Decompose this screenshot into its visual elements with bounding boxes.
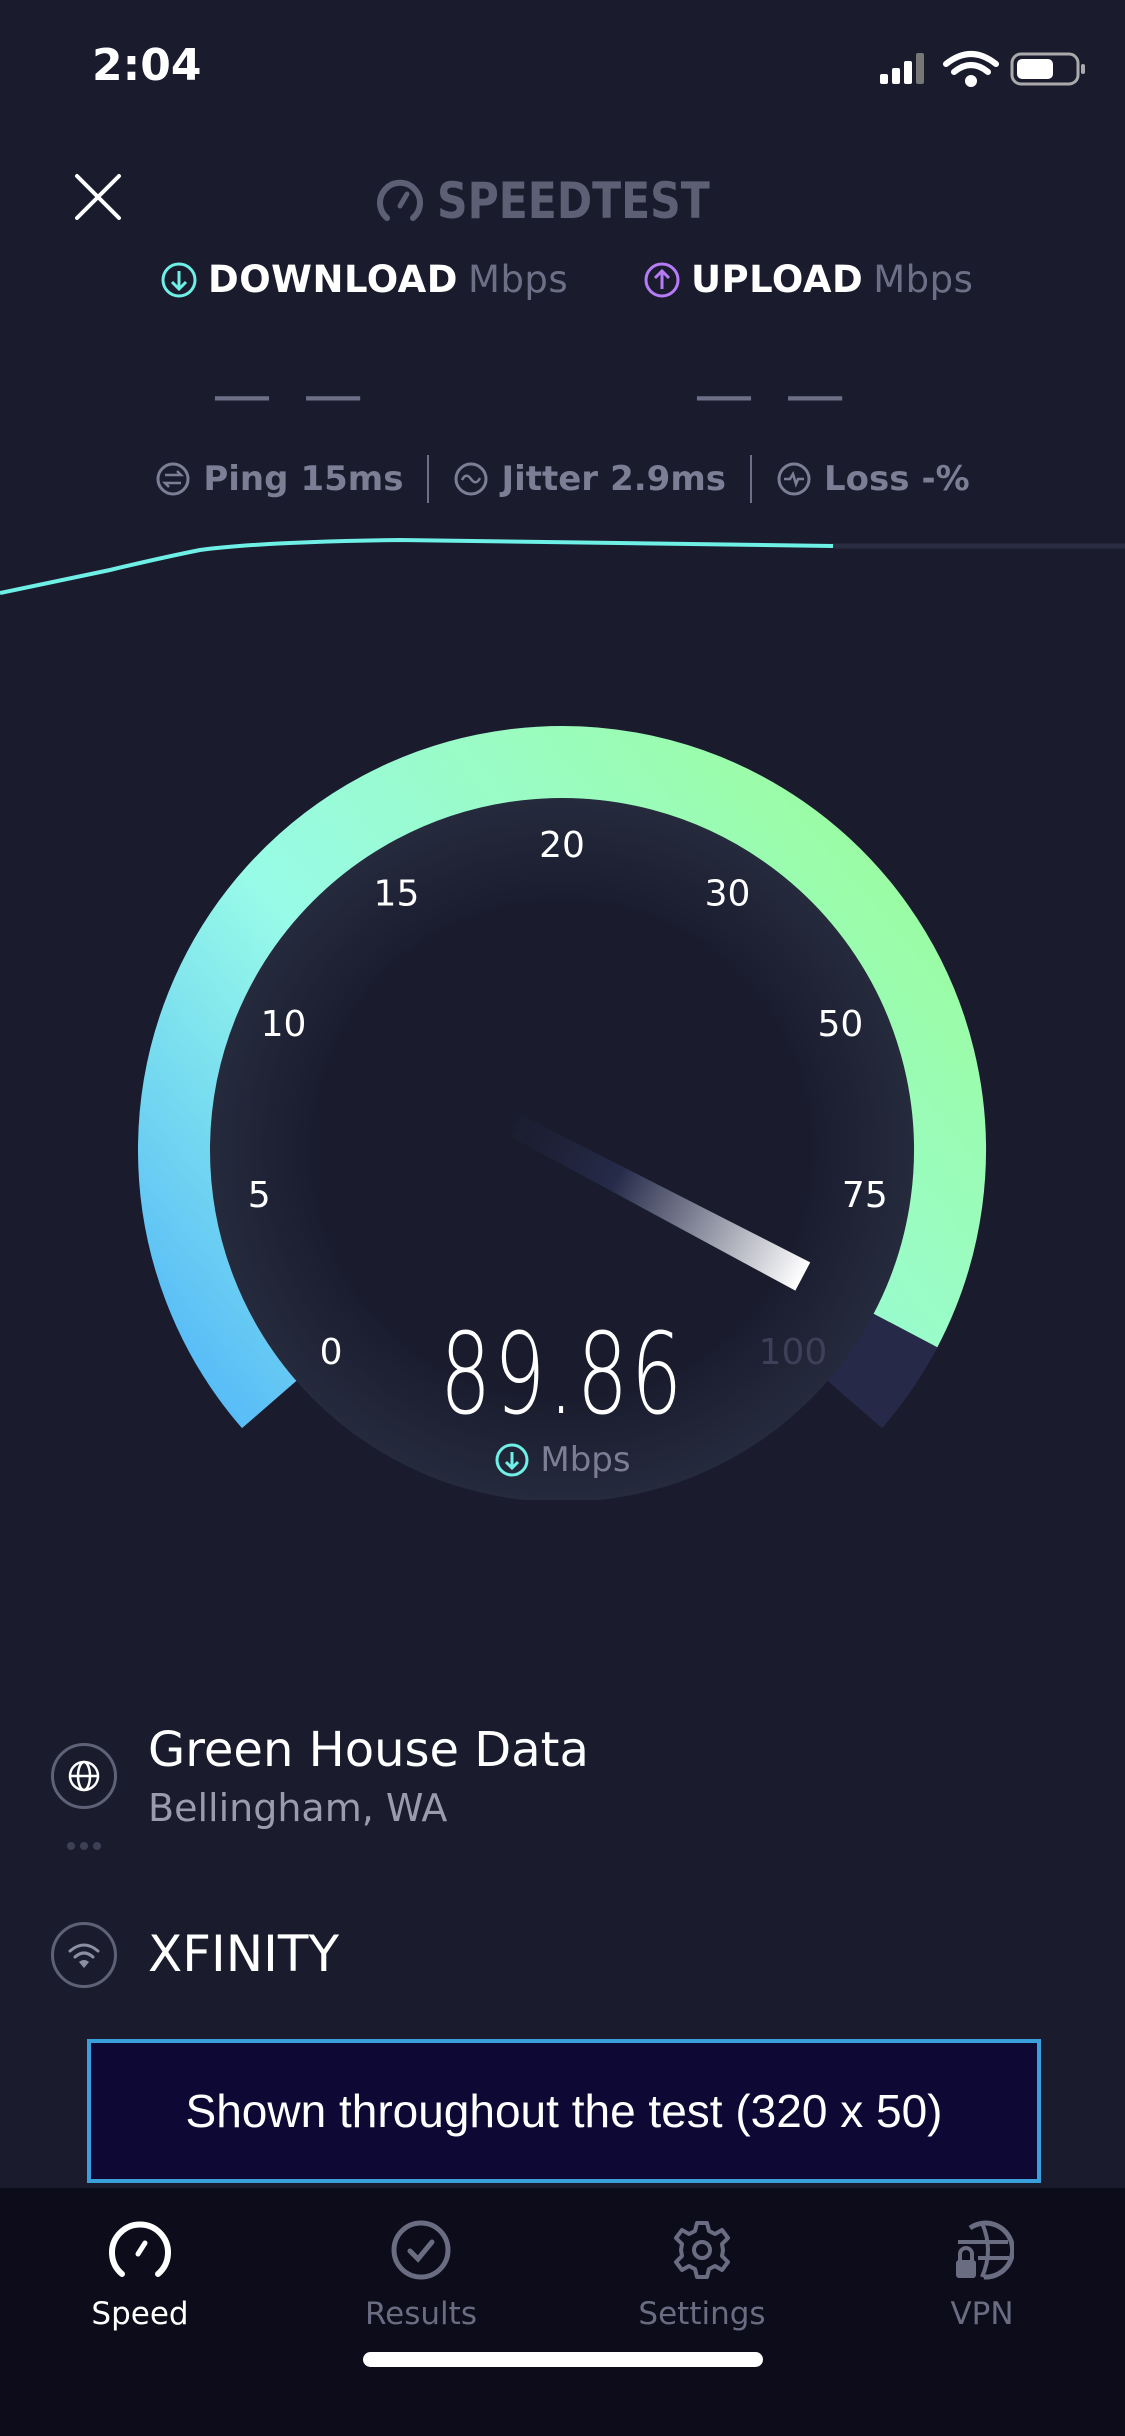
- isp-button[interactable]: [51, 1922, 117, 1988]
- check-circle-icon: [391, 2220, 451, 2280]
- speed-gauge: 0 5 10 15 20 30 50 75 100: [138, 726, 986, 1500]
- gauge-tick-label: 20: [539, 825, 585, 866]
- home-indicator[interactable]: [363, 2352, 763, 2367]
- upload-arrow-icon: [644, 262, 680, 297]
- server-globe-button[interactable]: [51, 1743, 117, 1809]
- speedometer-logo-icon: [377, 179, 423, 221]
- download-value: — —: [212, 360, 370, 430]
- status-icons: [880, 51, 1085, 87]
- globe-lock-icon: [956, 2220, 1014, 2280]
- battery-icon: [1010, 52, 1085, 86]
- speed-graph: [0, 537, 1125, 595]
- download-header: DOWNLOAD Mbps: [160, 258, 568, 301]
- tab-bar: Speed Results Settings VPN: [0, 2188, 1125, 2436]
- gauge-tick-label: 10: [261, 1004, 307, 1045]
- isp-name: XFINITY: [148, 1925, 339, 1983]
- gauge-tick-label: 75: [842, 1175, 888, 1216]
- gear-icon: [674, 2221, 730, 2279]
- close-icon[interactable]: [74, 173, 122, 221]
- server-location: Bellingham, WA: [148, 1786, 448, 1830]
- gauge-tick-label: 30: [705, 874, 751, 915]
- tab-speed[interactable]: Speed: [30, 2218, 250, 2332]
- more-dots-icon: [67, 1842, 101, 1850]
- tab-settings[interactable]: Settings: [592, 2218, 812, 2332]
- loss-metric: Loss -%: [752, 459, 994, 499]
- jitter-metric: Jitter 2.9ms: [429, 459, 750, 499]
- download-arrow-icon: [161, 262, 197, 297]
- ping-icon: [156, 462, 190, 496]
- download-arrow-icon: [495, 1443, 529, 1477]
- gauge-tick-label: 50: [818, 1004, 864, 1045]
- wifi-icon: [68, 1943, 100, 1968]
- status-time: 2:04: [92, 40, 202, 91]
- ping-metric: Ping 15ms: [131, 459, 427, 499]
- gauge-tick-label: 100: [759, 1332, 828, 1373]
- gauge-tick-label: 0: [320, 1332, 343, 1373]
- speed-unit: Mbps: [0, 1440, 1125, 1480]
- current-speed: 89.86: [439, 1310, 686, 1440]
- graph-line: [0, 537, 834, 595]
- wifi-icon: [943, 51, 999, 87]
- speedtest-logo: SPEEDTEST: [375, 172, 758, 230]
- jitter-icon: [454, 462, 488, 496]
- loss-icon: [777, 462, 811, 496]
- upload-header: UPLOAD Mbps: [643, 258, 973, 301]
- gauge-tick-label: 15: [374, 874, 420, 915]
- tab-results[interactable]: Results: [311, 2218, 531, 2332]
- gauge-arc-progress: [138, 726, 986, 1429]
- speedometer-icon: [109, 2221, 171, 2277]
- tab-vpn[interactable]: VPN: [872, 2218, 1092, 2332]
- divider: [749, 455, 752, 503]
- signal-icon: [880, 53, 924, 84]
- upload-value: — —: [694, 360, 852, 430]
- globe-icon: [68, 1760, 100, 1792]
- divider: [427, 455, 430, 503]
- server-name[interactable]: Green House Data: [148, 1722, 589, 1778]
- ad-banner[interactable]: Shown throughout the test (320 x 50): [87, 2039, 1041, 2183]
- gauge-tick-label: 5: [248, 1175, 271, 1216]
- gauge-needle: [510, 1115, 811, 1291]
- metrics-row: Ping 15ms Jitter 2.9ms Loss -%: [0, 455, 1125, 503]
